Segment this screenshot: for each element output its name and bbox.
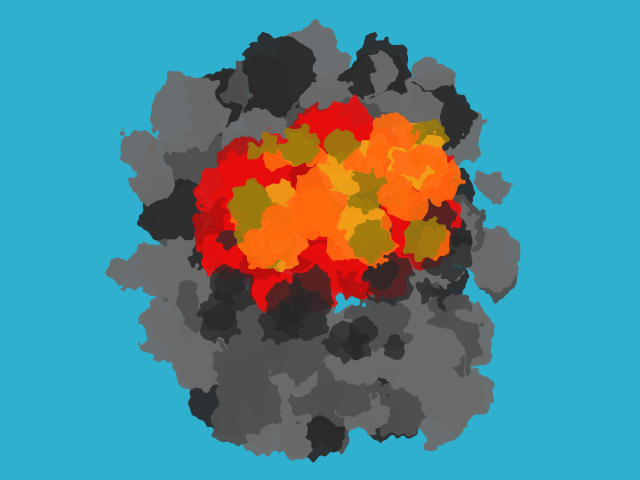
- smoke-puff: [120, 130, 160, 170]
- smoke-streak: [216, 227, 240, 251]
- smoke-streak: [414, 279, 437, 303]
- flame-blob: [345, 152, 368, 174]
- smoke-puff: [243, 33, 315, 105]
- smoke-puff: [146, 306, 174, 334]
- smoke-puff: [427, 324, 465, 362]
- fire-blob: [234, 147, 273, 186]
- smoke-streak: [343, 331, 371, 359]
- smoke-puff: [136, 247, 173, 284]
- flame-blob: [325, 129, 359, 163]
- smoke-puff: [108, 258, 132, 282]
- flame-blob: [261, 202, 302, 243]
- flame-blob: [238, 228, 271, 260]
- flame-highlights: [228, 114, 461, 269]
- flame-blob: [378, 180, 413, 214]
- smoke-streak: [197, 291, 237, 330]
- smoke-puff: [416, 58, 448, 90]
- flame-blob: [350, 220, 393, 263]
- smoke-streak: [259, 304, 302, 346]
- flame-blob: [337, 177, 360, 200]
- smoke-puff: [420, 370, 480, 430]
- flame-blob: [292, 194, 338, 240]
- flame-blob: [282, 127, 320, 165]
- flame-blob: [295, 168, 333, 205]
- flame-blob: [420, 143, 446, 169]
- smoke-puff: [481, 171, 509, 199]
- flame-blob: [403, 216, 445, 259]
- smoke-puff: [374, 390, 422, 438]
- smoke-puff: [171, 338, 222, 389]
- smoke-puff: [135, 165, 174, 204]
- flame-blob: [257, 133, 282, 158]
- smoke-streak: [383, 335, 408, 360]
- smoke-puff: [150, 76, 227, 153]
- smoke-puff: [213, 369, 282, 438]
